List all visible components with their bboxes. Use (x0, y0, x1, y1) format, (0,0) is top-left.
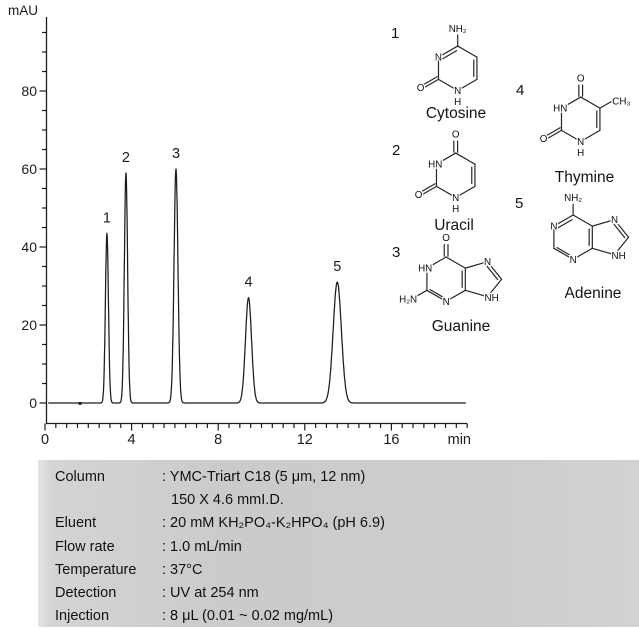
thymine-structure: O CH₃ HN O N H (538, 72, 631, 160)
atom-label: N (452, 193, 459, 204)
atom-label: O (417, 83, 425, 94)
condition-value: : UV at 254 nm (162, 584, 259, 601)
y-tick-label: 80 (21, 83, 37, 99)
peak-number-3: 3 (392, 244, 401, 261)
peak-number-5: 5 (515, 195, 524, 212)
condition-value: : 37°C (162, 561, 203, 578)
atom-label: HN (428, 160, 442, 171)
peak-labels: 1 2 3 4 5 (103, 146, 341, 291)
atom-label: N (577, 137, 584, 148)
x-tick-label: 16 (383, 432, 399, 448)
condition-label: Flow rate (55, 538, 115, 555)
atom-label: N (443, 297, 450, 308)
atom-label: H₂N (399, 295, 417, 306)
atom-label: NH (485, 293, 499, 304)
condition-value: : 8 μL (0.01 ~ 0.02 mg/mL) (162, 608, 334, 625)
condition-row-column-line2: 150 X 4.6 mmI.D. (38, 489, 639, 512)
conditions-panel: Column : YMC-Triart C18 (5 μm, 12 nm) 15… (38, 460, 639, 627)
atom-label: N (611, 215, 618, 226)
molecule-name-uracil: Uracil (434, 217, 474, 234)
peak-label-5: 5 (333, 259, 341, 275)
atom-label: H (577, 148, 584, 159)
atom-label: N (550, 222, 557, 233)
y-tick-label: 40 (21, 239, 37, 255)
atom-label: O (452, 130, 460, 141)
condition-row-column: Column : YMC-Triart C18 (5 μm, 12 nm) (38, 466, 639, 489)
molecule-name-guanine: Guanine (431, 318, 491, 335)
trace-path (47, 168, 467, 404)
y-tick-label: 60 (21, 161, 37, 177)
peak-number-1: 1 (391, 25, 400, 42)
molecule-name-adenine: Adenine (564, 285, 622, 302)
atom-label: O (415, 190, 423, 201)
cytosine-structure: NH₂ N O N H (415, 23, 478, 109)
condition-row-flow-rate: Flow rate : 1.0 mL/min (38, 536, 639, 559)
x-tick-label: 8 (214, 432, 222, 448)
atom-label: HN (418, 264, 432, 275)
condition-row-detection: Detection : UV at 254 nm (38, 582, 639, 605)
x-tick-label: 0 (41, 432, 49, 448)
condition-row-temperature: Temperature : 37°C (38, 559, 639, 582)
atom-label: N (570, 255, 577, 266)
y-axis-ticks (39, 31, 47, 404)
molecule-name-thymine: Thymine (554, 169, 615, 186)
condition-label: Eluent (55, 515, 97, 532)
y-axis-unit-label: mAU (8, 3, 38, 18)
atom-label: CH₃ (612, 97, 630, 108)
atom-label: N (454, 86, 461, 97)
peak-label-2: 2 (122, 150, 130, 166)
x-axis-labels: 0 4 8 12 16 (41, 432, 400, 448)
peak-label-4: 4 (244, 275, 252, 291)
molecule-name-cytosine: Cytosine (425, 105, 487, 122)
condition-value: : 20 mM KH₂PO₄-K₂HPO₄ (pH 6.9) (162, 515, 385, 532)
x-tick-label: 4 (128, 432, 136, 448)
x-axis-unit-label: min (448, 432, 471, 448)
condition-value: : 1.0 mL/min (162, 538, 242, 555)
peak-label-1: 1 (103, 210, 111, 226)
condition-label: Injection (55, 608, 110, 625)
condition-row-eluent: Eluent : 20 mM KH₂PO₄-K₂HPO₄ (pH 6.9) (38, 512, 639, 535)
peak-number-2: 2 (392, 142, 401, 159)
atom-label: O (540, 134, 548, 145)
atom-label: O (577, 74, 585, 85)
atom-label: NH₂ (564, 193, 582, 204)
atom-label: H (454, 97, 461, 108)
condition-label: Detection (55, 584, 117, 601)
condition-row-injection: Injection : 8 μL (0.01 ~ 0.02 mg/mL) (38, 605, 639, 628)
atom-label: H (452, 204, 459, 215)
y-axis-labels: 0 20 40 60 80 (21, 83, 37, 411)
condition-value: : YMC-Triart C18 (5 μm, 12 nm) (162, 469, 366, 485)
y-tick-label: 20 (21, 317, 37, 333)
condition-label: Column (55, 469, 105, 485)
atom-label: N (435, 53, 442, 64)
atom-label: HN (553, 104, 567, 115)
atom-label: NH₂ (449, 24, 467, 35)
y-tick-label: 0 (29, 395, 37, 411)
condition-label: Temperature (55, 561, 137, 578)
uracil-structure: O HN O N H (413, 128, 476, 216)
atom-label: N (484, 257, 491, 268)
guanine-structure: O HN H₂N N N NH (398, 232, 503, 310)
x-axis-ticks (44, 423, 468, 431)
adenine-structure: NH₂ N N N NH (549, 192, 630, 268)
atom-label: O (442, 233, 450, 244)
x-tick-label: 12 (297, 432, 313, 448)
peak-number-4: 4 (516, 82, 525, 99)
peak-label-3: 3 (172, 146, 180, 162)
atom-label: NH (612, 251, 626, 262)
condition-label-spacer (55, 489, 162, 512)
condition-value: 150 X 4.6 mmI.D. (171, 492, 284, 509)
